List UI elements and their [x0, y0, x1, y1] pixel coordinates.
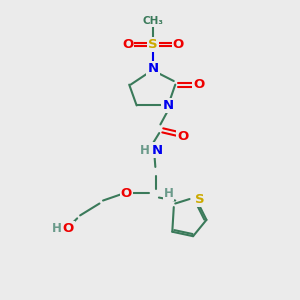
- Text: O: O: [172, 38, 184, 51]
- Text: O: O: [122, 38, 133, 51]
- Text: H: H: [164, 187, 173, 200]
- Text: N: N: [147, 62, 158, 75]
- Text: S: S: [195, 193, 204, 206]
- Text: O: O: [177, 130, 188, 143]
- Text: H: H: [51, 222, 61, 235]
- Text: H: H: [140, 143, 150, 157]
- Text: O: O: [63, 222, 74, 235]
- Text: S: S: [148, 38, 158, 51]
- Text: N: N: [162, 99, 173, 112]
- Text: O: O: [194, 78, 205, 91]
- Text: N: N: [151, 143, 162, 157]
- Text: CH₃: CH₃: [142, 16, 164, 26]
- Text: O: O: [121, 187, 132, 200]
